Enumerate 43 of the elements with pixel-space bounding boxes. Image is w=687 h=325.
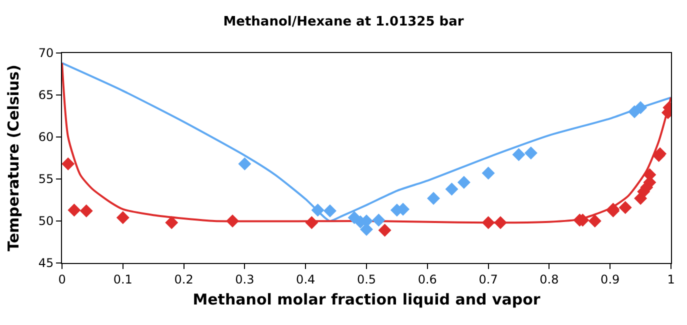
point bbox=[457, 176, 470, 189]
point bbox=[116, 211, 130, 224]
point bbox=[62, 157, 75, 170]
y-tick-label: 70 bbox=[38, 46, 54, 60]
x-axis-title: Methanol molar fraction liquid and vapor bbox=[192, 290, 541, 308]
x-tick-label: 0.8 bbox=[540, 272, 559, 286]
y-axis-title: Temperature (Celsius) bbox=[4, 64, 23, 252]
point bbox=[494, 216, 507, 230]
chart-title: Methanol/Hexane at 1.01325 bar bbox=[223, 14, 464, 30]
point bbox=[323, 204, 336, 218]
x-tick-label: 0.9 bbox=[600, 272, 620, 286]
point bbox=[80, 204, 93, 218]
point bbox=[482, 216, 495, 230]
x-tick-label: 0.2 bbox=[174, 272, 194, 286]
point bbox=[68, 204, 81, 217]
point bbox=[311, 204, 324, 217]
point bbox=[524, 146, 538, 160]
y-tick-label: 45 bbox=[38, 256, 54, 270]
x-tick-label: 0.1 bbox=[113, 272, 132, 286]
point bbox=[618, 201, 632, 214]
point bbox=[634, 101, 648, 114]
point bbox=[372, 214, 386, 227]
point bbox=[165, 216, 178, 230]
y-tick-label: 65 bbox=[38, 88, 54, 102]
point bbox=[226, 214, 240, 228]
x-tick-label: 0.4 bbox=[296, 272, 316, 286]
point bbox=[426, 192, 440, 205]
point bbox=[238, 157, 252, 170]
point bbox=[482, 166, 495, 180]
x-tick-label: 0.3 bbox=[235, 272, 254, 286]
point bbox=[588, 214, 602, 228]
x-tick-label: 0 bbox=[58, 272, 66, 286]
point bbox=[378, 224, 392, 237]
point bbox=[445, 182, 458, 196]
point bbox=[305, 216, 318, 230]
y-tick-label: 60 bbox=[38, 130, 54, 144]
x-tick-label: 0.5 bbox=[356, 272, 376, 286]
x-tick-label: 1 bbox=[667, 272, 675, 286]
point bbox=[512, 148, 526, 162]
y-tick-label: 50 bbox=[38, 214, 54, 228]
x-tick-label: 0.6 bbox=[418, 272, 437, 286]
x-tick-label: 0.7 bbox=[478, 272, 498, 286]
y-tick-label: 55 bbox=[38, 172, 54, 186]
